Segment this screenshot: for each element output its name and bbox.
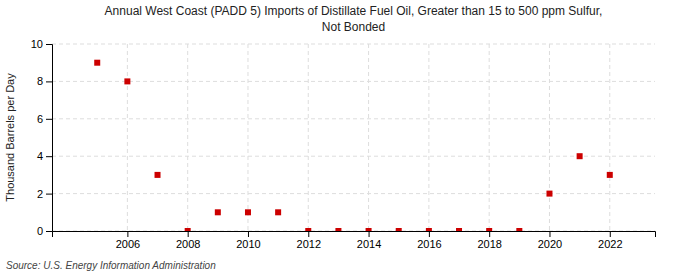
- tick-label: 2: [37, 188, 43, 200]
- grid-line-x: [187, 44, 188, 231]
- grid-line-y: [52, 156, 655, 157]
- tick: 4: [37, 150, 52, 162]
- tick-mark: [188, 231, 189, 237]
- tick-label: 8: [37, 75, 43, 87]
- tick-label: 10: [31, 38, 43, 50]
- tick-label: 4: [37, 150, 43, 162]
- grid-line-y: [52, 44, 655, 45]
- points: [94, 60, 613, 231]
- point: [546, 191, 552, 197]
- grid-line-x: [428, 44, 429, 231]
- title: Annual West Coast (PADD 5) Imports of Di…: [105, 4, 603, 34]
- tick-label: 6: [37, 113, 43, 125]
- tick-label: 2018: [477, 238, 501, 250]
- tick: 6: [37, 113, 52, 125]
- tick: 2016: [417, 231, 441, 250]
- tick-mark: [610, 231, 611, 237]
- tick-mark: [549, 231, 550, 237]
- point: [577, 153, 583, 159]
- point: [456, 228, 462, 231]
- tick: 8: [37, 75, 52, 87]
- point: [396, 228, 402, 231]
- point: [305, 228, 311, 231]
- tick: 2014: [357, 231, 381, 250]
- y-axis-title: Thousand Barrels per Day: [4, 73, 16, 202]
- grid-line-y: [52, 118, 655, 119]
- plot: 2006 2008 2010 2012 2014 2016 2018 2020 2022 0 2 4 6…: [31, 38, 656, 250]
- point: [155, 172, 161, 178]
- grid-line-x: [308, 44, 309, 231]
- tick: 2010: [236, 231, 260, 250]
- tick: 10: [31, 38, 52, 50]
- tick-label: 2010: [236, 238, 260, 250]
- chart: 2006 2008 2010 2012 2014 2016 2018 2020 2022 0 2 4 6…: [0, 0, 675, 275]
- tick-mark: [248, 231, 249, 237]
- tick-mark: [46, 156, 52, 157]
- x-axis: 2006 2008 2010 2012 2014 2016 2018 2020 2022: [53, 231, 656, 250]
- tick: 0: [37, 225, 52, 237]
- axis-line: [53, 232, 656, 238]
- point: [516, 228, 522, 231]
- tick-label: 2014: [357, 238, 381, 250]
- point: [275, 209, 281, 215]
- tick: 2022: [598, 231, 622, 250]
- grid-line-x: [609, 44, 610, 231]
- tick: 2008: [176, 231, 200, 250]
- grid-line-x: [489, 44, 490, 231]
- point: [215, 209, 221, 215]
- tick: 2: [37, 188, 52, 200]
- tick-mark: [46, 231, 52, 232]
- tick-label: 2006: [116, 238, 140, 250]
- tick-mark: [369, 231, 370, 237]
- tick-label: 2020: [538, 238, 562, 250]
- point: [607, 172, 613, 178]
- grid-line-y: [52, 193, 655, 194]
- tick: 2018: [477, 231, 501, 250]
- tick-label: 2008: [176, 238, 200, 250]
- tick: 2006: [116, 231, 140, 250]
- tick-label: 2016: [417, 238, 441, 250]
- grid: [52, 44, 655, 231]
- tick-mark: [46, 81, 52, 82]
- tick-mark: [308, 231, 309, 237]
- tick-mark: [46, 194, 52, 195]
- axis-line: [46, 45, 53, 232]
- point: [335, 228, 341, 231]
- tick-mark: [46, 44, 52, 45]
- tick-mark: [489, 231, 490, 237]
- point: [94, 60, 100, 66]
- tick-mark: [46, 119, 52, 120]
- tick-mark: [429, 231, 430, 237]
- grid-line-x: [247, 44, 248, 231]
- tick-label: 2012: [297, 238, 321, 250]
- tick: 2020: [538, 231, 562, 250]
- point: [366, 228, 372, 231]
- point: [486, 228, 492, 231]
- point: [245, 209, 251, 215]
- grid-line-x: [368, 44, 369, 231]
- tick-label: 2022: [598, 238, 622, 250]
- grid-line-x: [127, 44, 128, 231]
- tick-label: 0: [37, 225, 43, 237]
- point: [185, 228, 191, 231]
- tick: 2012: [297, 231, 321, 250]
- grid-line-x: [549, 44, 550, 231]
- source-note: Source: U.S. Energy Information Administ…: [6, 260, 216, 271]
- tick-mark: [127, 231, 128, 237]
- y-axis: 0 2 4 6 8 10: [31, 38, 53, 237]
- point: [426, 228, 432, 231]
- grid-line-y: [52, 81, 655, 82]
- point: [124, 78, 130, 84]
